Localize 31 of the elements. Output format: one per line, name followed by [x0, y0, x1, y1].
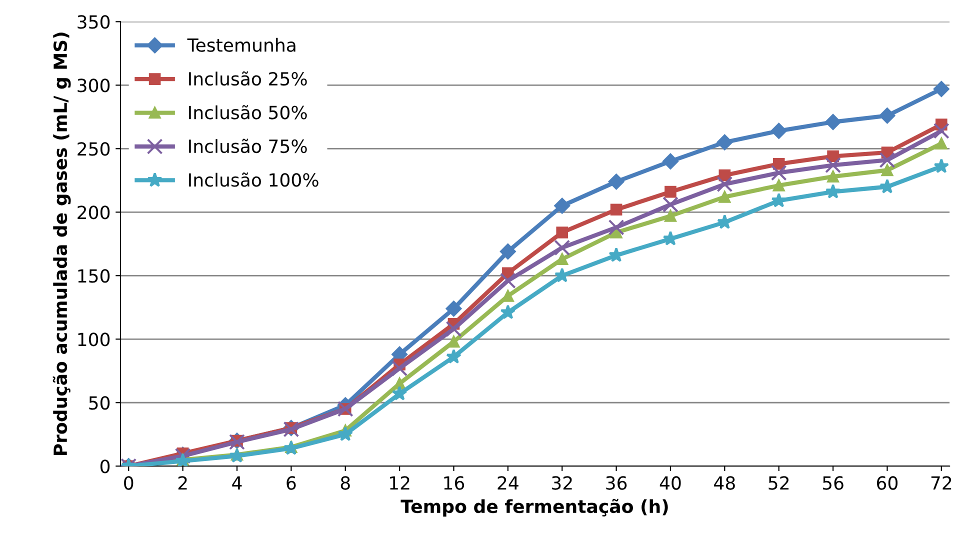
y-axis-title: Produção acumulada de gases (mL/ g MS)	[52, 32, 71, 456]
y-tick-label: 350	[78, 15, 110, 29]
x-tick-label: 8	[340, 476, 350, 490]
y-tick-label: 200	[78, 206, 110, 220]
x-tick-label: 0	[124, 476, 134, 490]
legend-label: Inclusão 100%	[189, 172, 318, 187]
y-tick-label: 150	[78, 269, 110, 283]
x-tick-label: 72	[931, 476, 952, 490]
y-tick-label: 50	[89, 396, 110, 410]
x-tick-label: 48	[714, 476, 735, 490]
x-tick-label: 52	[768, 476, 789, 490]
x-tick-label: 56	[822, 476, 844, 490]
legend-label: Inclusão 50%	[189, 105, 307, 120]
legend-label: Inclusão 75%	[189, 138, 307, 154]
x-tick-label: 4	[232, 476, 242, 490]
x-tick-label: 36	[606, 476, 627, 490]
y-tick-label: 300	[78, 78, 110, 92]
x-tick-label: 12	[390, 476, 410, 490]
x-tick-label: 6	[286, 476, 296, 490]
legend-label: Testemunha	[187, 38, 296, 52]
y-tick-label: 0	[100, 460, 110, 474]
x-tick-label: 40	[660, 476, 681, 490]
y-tick-label: 250	[78, 142, 110, 156]
legend-label: Inclusão 25%	[189, 71, 307, 86]
x-tick-label: 32	[552, 476, 572, 490]
y-tick-label: 100	[78, 332, 110, 346]
x-tick-label: 16	[444, 476, 464, 490]
x-axis-title: Tempo de fermentação (h)	[400, 498, 668, 517]
x-tick-label: 24	[498, 476, 518, 490]
x-tick-label: 2	[178, 476, 187, 490]
x-tick-label: 60	[877, 476, 898, 490]
